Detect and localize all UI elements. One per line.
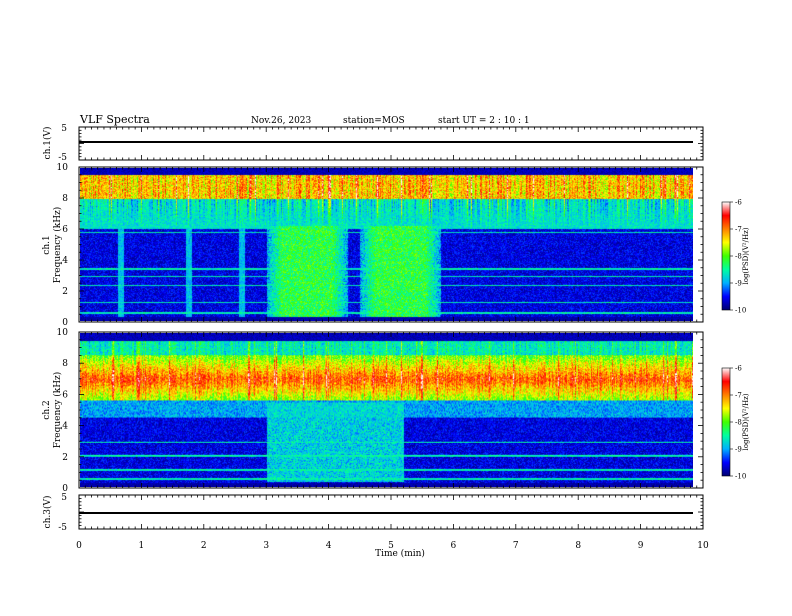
colorbar-tick-label: -8 — [735, 253, 742, 261]
ch1-ytick-bottom: -5 — [58, 153, 67, 163]
spectrogram-ytick-label: 2 — [62, 453, 68, 463]
ch1-spectrogram-ylabel-line1: ch.1 — [42, 235, 52, 254]
ch2-spectrogram-yticks: 0 2 4 6 8 10 — [57, 328, 703, 494]
ch1-waveform-panel: 5 -5 ch.1(V) — [42, 124, 704, 163]
time-tick-label: 7 — [513, 541, 519, 551]
time-tick-label: 10 — [697, 541, 709, 551]
spectrogram-ytick-label: 0 — [62, 484, 68, 494]
spectrogram-ytick-label: 0 — [62, 318, 68, 328]
start-ut-label: start UT = 2 : 10 : 1 — [438, 116, 530, 126]
time-tick-label: 5 — [388, 541, 394, 551]
colorbar-tick-label: -8 — [735, 419, 742, 427]
spectrogram-ytick-label: 4 — [62, 422, 68, 432]
spectrogram-ytick-label: 8 — [62, 359, 68, 369]
colorbar-strip — [721, 367, 731, 477]
ch2-colorbar: -6 -7 -8 -9 -10 log(PSD)(V²/Hz) — [721, 365, 750, 481]
time-tick-label: 3 — [263, 541, 269, 551]
spectrogram-ytick-label: 4 — [62, 256, 68, 266]
colorbar-strip — [721, 201, 731, 311]
station-label: station=MOS — [343, 116, 405, 126]
ch1-spectrogram-yticks: 0 2 4 6 8 10 — [57, 163, 703, 328]
colorbar-label: log(PSD)(V²/Hz) — [742, 227, 750, 284]
colorbar-tick-label: -10 — [735, 307, 746, 315]
ch2-spectrogram-image — [80, 333, 693, 487]
ch1-spectrogram-image — [80, 168, 693, 321]
ch1-spectrogram-ylabel-line2: Frequency (kHz) — [52, 207, 63, 284]
ch1-waveform-ylabel: ch.1(V) — [42, 127, 53, 160]
ch1-colorbar: -6 -7 -8 -9 -10 log(PSD)(V²/Hz) — [721, 199, 750, 315]
colorbar-tick-label: -6 — [735, 365, 742, 373]
ch2-spectrogram-ylabel-line2: Frequency (kHz) — [52, 372, 63, 449]
ch1-waveform-frame — [78, 126, 704, 161]
time-tick-label: 8 — [575, 541, 581, 551]
colorbar-tick-label: -10 — [735, 473, 746, 481]
time-tick-label: 6 — [451, 541, 457, 551]
ch3-ytick-top: 5 — [61, 493, 67, 503]
colorbar-tick-label: -7 — [735, 226, 742, 234]
ch3-waveform-ylabel: ch.3(V) — [42, 496, 53, 529]
ch1-waveform-ticks — [79, 126, 703, 161]
ch1-ytick-top: 5 — [61, 124, 67, 134]
colorbar-tick-label: -9 — [735, 280, 742, 288]
spectrogram-ytick-label: 2 — [62, 287, 68, 297]
colorbar-tick-label: -6 — [735, 199, 742, 207]
date-label: Nov.26, 2023 — [251, 116, 312, 126]
spectrogram-ytick-label: 10 — [57, 328, 69, 338]
time-tick-label: 4 — [326, 541, 332, 551]
time-tick-label: 9 — [638, 541, 644, 551]
figure-title: VLF Spectra — [79, 113, 150, 126]
colorbar-tick-label: -7 — [735, 392, 742, 400]
spectrogram-ytick-label: 6 — [62, 390, 68, 400]
time-tick-label: 1 — [139, 541, 145, 551]
time-axis: 0 1 2 3 4 5 6 7 8 9 10 — [76, 541, 709, 551]
spectrogram-ytick-label: 10 — [57, 163, 69, 173]
ch3-waveform-ticks — [79, 494, 703, 530]
time-tick-label: 2 — [201, 541, 207, 551]
spectrogram-ytick-label: 8 — [62, 194, 68, 204]
spectrogram-ytick-label: 6 — [62, 225, 68, 235]
colorbar-tick-label: -9 — [735, 446, 742, 454]
time-tick-label: 0 — [76, 541, 82, 551]
time-axis-label: Time (min) — [375, 548, 425, 559]
ch2-spectrogram-ylabel-line1: ch.2 — [42, 400, 52, 419]
colorbar-label: log(PSD)(V²/Hz) — [742, 393, 750, 450]
ch2-spectrogram-panel: 0 2 4 6 8 10 ch.2 Frequency (kHz) — [42, 328, 704, 494]
ch1-spectrogram-panel: 0 2 4 6 8 10 ch.1 Frequency (kHz) — [42, 163, 704, 328]
ch3-ytick-bottom: -5 — [58, 523, 67, 533]
